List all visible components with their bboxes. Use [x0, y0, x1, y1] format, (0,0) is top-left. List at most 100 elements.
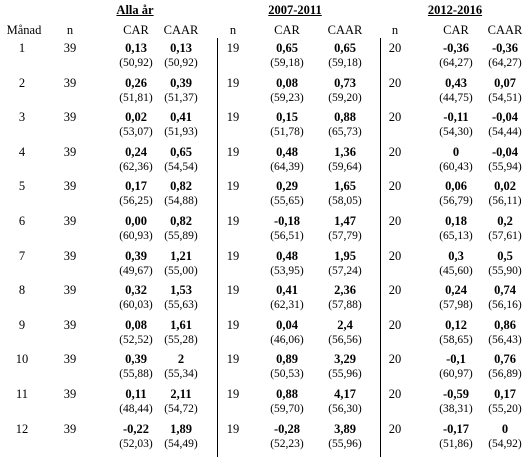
caar-value: 0,86 — [494, 317, 516, 332]
car-test-stat: (52,23) — [270, 437, 304, 450]
n-cell: 39 — [63, 421, 77, 436]
month-header: Månad — [6, 23, 42, 37]
car-test-stat: (55,88) — [119, 368, 153, 381]
n-cell: 39 — [63, 214, 77, 228]
car-test-stat: (59,70) — [270, 403, 304, 415]
car-test-stat: (56,25) — [119, 195, 153, 208]
caar-value: 2,11 — [170, 387, 192, 401]
car-test-stat: (44,75) — [439, 91, 473, 104]
n-cell: 19 — [226, 110, 240, 125]
month-cell: 9 — [18, 317, 26, 332]
n-cell: 19 — [226, 144, 240, 159]
car-value: -0,1 — [446, 352, 466, 367]
car-test-stat: (52,52) — [119, 333, 153, 346]
caar-test-stat: (55,34) — [164, 368, 198, 381]
caar-test-stat: (56,89) — [488, 368, 522, 381]
caar-value: 0,07 — [494, 75, 516, 90]
caar-test-stat: (55,94) — [488, 160, 522, 173]
car-value: 0 — [452, 144, 460, 159]
n-cell: 19 — [226, 421, 240, 436]
caar-test-stat: (57,24) — [328, 264, 362, 277]
car-test-stat: (53,07) — [119, 126, 153, 139]
caar-value: 0,2 — [497, 214, 513, 228]
car-test-stat: (60,97) — [439, 368, 473, 381]
caar-test-stat: (57,79) — [328, 230, 362, 242]
n-header: n — [391, 23, 399, 37]
caar-test-stat: (54,51) — [488, 91, 522, 104]
n-cell: 20 — [388, 248, 402, 263]
car-test-stat: (51,86) — [439, 437, 473, 450]
car-value: -0,18 — [273, 214, 301, 228]
car-test-stat: (55,65) — [270, 195, 304, 208]
n-cell: 19 — [226, 41, 240, 55]
car-value: 0,39 — [125, 248, 147, 263]
car-test-stat: (58,65) — [439, 333, 473, 346]
car-value: 0,43 — [445, 75, 467, 90]
caar-test-stat: (56,16) — [488, 299, 522, 312]
n-header: n — [229, 23, 237, 37]
caar-test-stat: (55,90) — [488, 264, 522, 277]
n-cell: 39 — [63, 248, 77, 263]
car-test-stat: (56,51) — [270, 230, 304, 242]
caar-value: 0,82 — [170, 179, 192, 194]
month-cell: 5 — [18, 179, 26, 194]
car-test-stat: (56,79) — [439, 195, 473, 208]
car-test-stat: (60,03) — [119, 299, 153, 312]
n-header: n — [66, 23, 74, 37]
caar-value: 1,61 — [170, 317, 192, 332]
caar-header: CAAR — [327, 23, 363, 37]
car-value: 0,00 — [125, 214, 147, 228]
caar-value: 0,88 — [334, 110, 356, 125]
caar-value: 0,41 — [170, 110, 192, 125]
car-header: CAR — [123, 23, 149, 37]
caar-value: 2 — [177, 352, 185, 367]
caar-value: 0,65 — [170, 144, 192, 159]
car-value: -0,36 — [442, 41, 470, 55]
car-test-stat: (62,36) — [119, 160, 153, 173]
caar-value: 0,02 — [494, 179, 516, 194]
caar-test-stat: (56,30) — [328, 403, 362, 415]
caar-value: 0,76 — [494, 352, 516, 367]
caar-test-stat: (58,05) — [328, 195, 362, 208]
car-test-stat: (53,95) — [270, 264, 304, 277]
car-test-stat: (45,60) — [439, 264, 473, 277]
month-cell: 7 — [18, 248, 26, 263]
n-cell: 19 — [226, 387, 240, 401]
car-test-stat: (50,53) — [270, 368, 304, 381]
car-value: 0,32 — [125, 283, 147, 298]
car-test-stat: (51,81) — [119, 91, 153, 104]
month-cell: 3 — [18, 110, 26, 125]
n-cell: 19 — [226, 214, 240, 228]
car-test-stat: (50,92) — [119, 57, 153, 69]
car-value: -0,28 — [273, 421, 301, 436]
caar-value: 0,17 — [494, 387, 516, 401]
caar-test-stat: (64,27) — [488, 57, 522, 69]
caar-test-stat: (55,63) — [164, 299, 198, 312]
n-cell: 20 — [388, 421, 402, 436]
month-cell: 1 — [18, 41, 26, 55]
caar-test-stat: (55,96) — [328, 437, 362, 450]
caar-test-stat: (51,37) — [164, 91, 198, 104]
caar-test-stat: (59,20) — [328, 91, 362, 104]
month-cell: 12 — [15, 421, 29, 436]
car-test-stat: (52,03) — [119, 437, 153, 450]
caar-value: 3,29 — [334, 352, 356, 367]
car-value: 0,48 — [276, 248, 298, 263]
n-cell: 20 — [388, 179, 402, 194]
caar-value: 0,74 — [494, 283, 516, 298]
caar-value: -0,36 — [491, 41, 519, 55]
n-cell: 19 — [226, 75, 240, 90]
caar-value: 1,95 — [334, 248, 356, 263]
car-value: 0,65 — [276, 41, 298, 55]
caar-test-stat: (54,44) — [488, 126, 522, 139]
n-cell: 20 — [388, 41, 402, 55]
car-value: 0,17 — [125, 179, 147, 194]
caar-value: 1,53 — [170, 283, 192, 298]
n-cell: 19 — [226, 283, 240, 298]
caar-test-stat: (55,28) — [164, 333, 198, 346]
caar-test-stat: (54,92) — [488, 437, 522, 450]
caar-value: -0,04 — [491, 144, 519, 159]
car-value: 0,48 — [276, 144, 298, 159]
n-cell: 20 — [388, 75, 402, 90]
